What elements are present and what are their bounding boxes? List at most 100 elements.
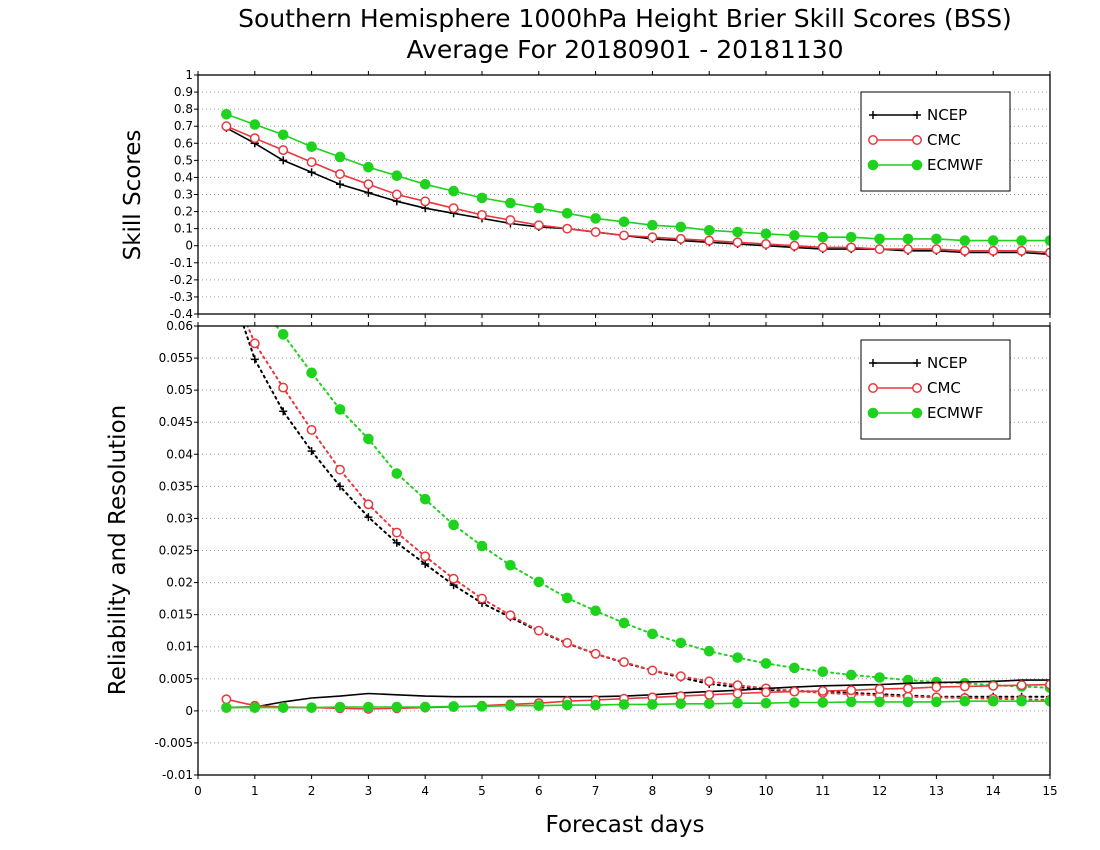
panel-0-y-tick-label-8: 0.4 — [174, 170, 193, 184]
panel-1-series-ncep-resolution-point-7 — [421, 559, 430, 568]
panel-1-y-tick-label-12: 0.05 — [166, 383, 193, 397]
panel-0-series-ecmwf-point-15 — [647, 219, 658, 231]
chart-subtitle: Average For 20180901 - 20181130 — [406, 35, 843, 64]
panel-0-series-ecmwf-point-12 — [561, 207, 573, 219]
panel-0-series-cmc-point-23 — [874, 244, 885, 255]
panel-1-series-ecmwf-resolution-point-23 — [874, 672, 885, 683]
panel-1-series-cmc-resolution-point-9 — [477, 593, 487, 604]
panel-1-series-cmc-resolution-point-5 — [363, 499, 374, 510]
panel-0-y-tick-label-4: 0 — [185, 239, 193, 253]
panel-0-series-cmc-point-11 — [533, 220, 544, 231]
panel-1-series-cmc-reliability-point-20 — [789, 686, 800, 697]
skill-scores-panel: -0.4 -0.3 -0.2 -0.1 0 0.1 0.2 0.3 0.4 0.5 0.6 0.7 0.… — [170, 68, 1051, 321]
panel-1-series-ecmwf-reliability-point-13 — [590, 699, 601, 711]
panel-1-series-ecmwf-reliability-point-8 — [448, 701, 459, 712]
panel-1-legend-marker-b-cmc — [912, 383, 922, 393]
panel-1-series-ecmwf-reliability-point-3 — [306, 702, 317, 713]
panel-1-y-tick-label-10: 0.04 — [166, 447, 193, 461]
panel-0-series-ecmwf-point-25 — [931, 233, 942, 245]
panel-1-series-ecmwf-reliability-point-15 — [647, 699, 658, 710]
panel-0-series-ecmwf-point-11 — [533, 202, 545, 214]
panel-0-legend-label-ncep: NCEP — [927, 106, 967, 124]
panel-1-series-cmc-resolution-point-2 — [278, 382, 289, 393]
panel-1-series-cmc-resolution-point-15 — [647, 665, 658, 676]
x-tick-label-14: 14 — [986, 784, 1001, 798]
panel-0-series-ecmwf-point-10 — [505, 197, 516, 209]
panel-0-series-ecmwf-point-9 — [476, 192, 488, 204]
panel-1-y-tick-label-6: 0.02 — [166, 576, 193, 590]
panel-0-series-cmc-point-16 — [675, 233, 686, 244]
panel-1-series-ecmwf-reliability-point-9 — [476, 701, 488, 712]
panel-1-series-ecmwf-reliability-point-2 — [277, 702, 289, 713]
panel-1-y-tick-label-14: 0.06 — [166, 319, 193, 333]
panel-0-series-ecmwf-point-14 — [618, 216, 630, 228]
panel-1-legend-marker-a-ecmwf — [867, 407, 879, 419]
panel-1-series-ecmwf-resolution-point-9 — [476, 540, 488, 552]
panel-1-y-tick-label-5: 0.015 — [159, 608, 193, 622]
x-tick-label-8: 8 — [649, 784, 657, 798]
panel-1-series-cmc-reliability-point-0 — [221, 694, 232, 705]
panel-1-series-cmc-reliability-point-21 — [817, 686, 828, 696]
panel-1-series-ecmwf-resolution-point-0 — [222, 270, 232, 280]
panel-0-series-cmc-point-10 — [505, 215, 516, 226]
bottom-y-axis-label: Reliability and Resolution — [105, 405, 131, 695]
x-tick-label-3: 3 — [365, 784, 373, 798]
panel-1-legend-label-cmc: CMC — [927, 379, 961, 397]
panel-1-series-ecmwf-reliability-point-5 — [363, 701, 374, 713]
panel-0-series-ecmwf-point-18 — [732, 226, 743, 238]
panel-1-series-cmc-reliability-point-25 — [931, 682, 942, 693]
panel-1-series-cmc-reliability-point-29 — [1045, 679, 1050, 690]
panel-0-series-ecmwf-point-1 — [249, 119, 261, 130]
panel-0-series-ecmwf-point-20 — [789, 230, 800, 241]
panel-1-series-ncep-resolution-point-5 — [364, 513, 373, 522]
x-tick-label-6: 6 — [535, 784, 543, 798]
panel-0-y-tick-label-7: 0.3 — [174, 188, 193, 202]
panel-1-series-ecmwf-reliability-point-23 — [874, 696, 885, 708]
panel-1-series-cmc-resolution-point-0 — [222, 270, 230, 278]
panel-1-series-cmc-resolution-point-3 — [306, 424, 317, 435]
panel-1-series-ecmwf-resolution-point-17 — [703, 645, 715, 657]
panel-0-y-tick-label-6: 0.2 — [174, 205, 193, 219]
x-tick-label-4: 4 — [421, 784, 429, 798]
panel-1-y-tick-label-9: 0.035 — [159, 479, 193, 493]
panel-0-series-ecmwf-point-24 — [902, 233, 914, 245]
panel-1-series-ecmwf-reliability-point-17 — [703, 698, 715, 710]
panel-0-series — [221, 108, 1050, 259]
panel-0-series-cmc-point-21 — [817, 242, 828, 253]
panel-1-series-ecmwf-resolution-point-3 — [306, 367, 317, 379]
panel-1-series-ecmwf-reliability-point-21 — [817, 697, 829, 708]
panel-1-y-tick-label-0: -0.01 — [162, 768, 193, 782]
panel-0-y-tick-label-9: 0.5 — [174, 153, 193, 167]
panel-1-series-ecmwf-reliability-point-16 — [675, 698, 687, 710]
panel-0-series-cmc-point-3 — [306, 157, 317, 168]
panel-0-series-ecmwf-point-0 — [221, 108, 232, 120]
panel-0-series-cmc-point-28 — [1016, 245, 1027, 256]
panel-1-series-cmc-resolution-point-7 — [420, 551, 431, 562]
panel-0-legend-marker-a-ncep — [869, 111, 877, 119]
panel-0-series-ecmwf-point-8 — [448, 185, 459, 197]
panel-1-series-ecmwf-resolution-point-7 — [419, 493, 431, 505]
panel-1-series-ecmwf-resolution-point-12 — [561, 592, 573, 604]
panel-1-series-ecmwf-resolution-point-21 — [817, 666, 829, 678]
panel-0-series-cmc-point-29 — [1045, 247, 1050, 258]
panel-1-series-ecmwf-reliability-point-25 — [931, 696, 942, 708]
panel-1-series-ncep-reliability-line — [226, 679, 1050, 709]
panel-1-series-ecmwf-resolution-point-16 — [675, 637, 687, 649]
x-tick-label-9: 9 — [705, 784, 713, 798]
panel-1-series-ecmwf-reliability-point-11 — [533, 700, 545, 712]
panel-1-series-ecmwf-resolution-point-11 — [533, 576, 545, 588]
panel-1-series-ecmwf-reliability-line — [226, 700, 1050, 709]
panel-1-series-ecmwf-resolution-point-20 — [789, 662, 800, 674]
panel-1-series-cmc-resolution-point-12 — [562, 637, 573, 648]
panel-0-series-cmc-point-18 — [732, 237, 743, 248]
panel-0-y-tick-label-2: -0.2 — [170, 273, 193, 287]
panel-1-series-ecmwf-reliability-point-26 — [959, 695, 971, 707]
panel-0-series-cmc-point-5 — [363, 179, 374, 190]
panel-1-legend-box — [860, 339, 1011, 440]
panel-0-series-ncep-line — [226, 127, 1050, 256]
panel-1-series-ecmwf-resolution-point-19 — [760, 658, 772, 669]
panel-1-legend-marker-b-ncep — [913, 359, 921, 367]
reliability-resolution-panel: -0.01 -0.005 0 0.005 0.01 0.015 0.02 0.025 0.03 0… — [154, 270, 1057, 798]
panel-1-series-cmc-reliability-point-28 — [1016, 680, 1027, 691]
